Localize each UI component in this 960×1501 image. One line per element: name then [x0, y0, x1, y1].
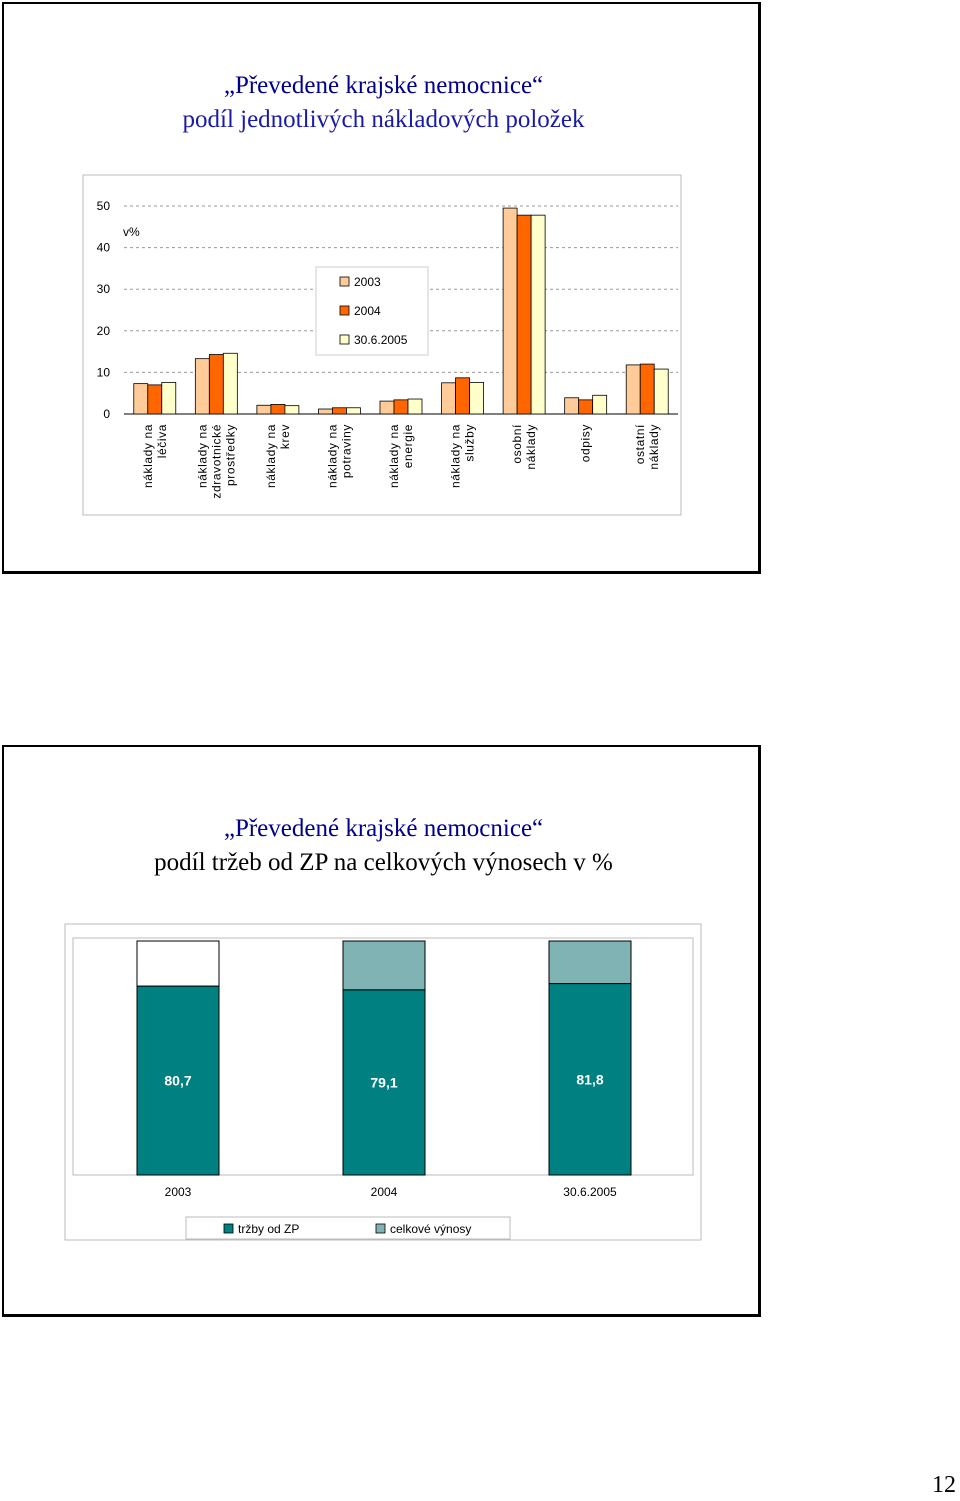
bar-2004-6 [516, 214, 532, 415]
y-tick-label: 0 [103, 407, 110, 421]
bar-30.6.2005-7 [592, 394, 608, 415]
slide-title: „Převedené krajské nemocnice“ [223, 815, 544, 842]
bar-30.6.2005-0 [161, 381, 177, 415]
x-tick-label-line: náklady na [387, 424, 401, 488]
legend-swatch [339, 276, 350, 287]
bar-30.6.2005-4 [407, 398, 423, 415]
bar-trzby-zp-2 [548, 983, 632, 1176]
bar-celkove-vynosy-0 [136, 940, 220, 987]
x-tick-label-line: náklady na [325, 424, 339, 488]
legend-swatch [223, 1223, 234, 1234]
bar-2003-3 [318, 408, 333, 415]
y-tick-label: 10 [97, 365, 111, 379]
x-tick-label-line: osobní [510, 424, 524, 464]
bar-2004-7 [578, 399, 594, 415]
bar-celkove-vynosy-1 [342, 940, 426, 991]
bar-2003-5 [441, 382, 456, 415]
x-tick-label-line: náklady na [264, 424, 278, 488]
slide-subtitle: podíl jednotlivých nákladových položek [182, 106, 585, 133]
bar-2004-2 [270, 404, 286, 415]
y-tick-label: 20 [97, 324, 111, 338]
x-tick-label: náklady na léčiva [141, 424, 169, 488]
y-tick-label: 30 [97, 282, 111, 296]
y-unit-label: v% [123, 225, 140, 239]
x-tick-label-line: energie [401, 424, 415, 468]
x-tick-label-line: služby [463, 424, 477, 462]
legend-label: celkové výnosy [390, 1222, 471, 1236]
bar-2004-1 [208, 354, 224, 415]
x-tick-label-line: náklady na [449, 424, 463, 488]
slide-revenue-share: „Převedené krajské nemocnice“ podíl trže… [2, 745, 761, 1317]
bar-trzby-zp-0 [136, 985, 220, 1176]
bar-30.6.2005-2 [284, 405, 300, 415]
x-tick-label: 2004 [371, 1185, 398, 1199]
legend-label: 30.6.2005 [354, 333, 408, 347]
bar-2003-6 [502, 207, 518, 415]
bar-30.6.2005-6 [530, 214, 546, 415]
x-tick-label: ostatní náklady [633, 424, 661, 470]
x-tick-label-line: prostředky [223, 424, 237, 486]
bar-2004-0 [147, 384, 163, 415]
legend-label: 2003 [354, 275, 381, 289]
x-tick-label: 2003 [165, 1185, 192, 1199]
legend-frame [185, 1216, 511, 1240]
bar-2003-8 [625, 364, 641, 415]
revenue-share-chart: 80,7 79,1 81,8 2003 2004 30.6.2005 tržby od … [64, 923, 702, 1241]
slide-cost-structure: „Převedené krajské nemocnice“ podíl jedn… [2, 2, 761, 574]
bar-30.6.2005-1 [222, 352, 238, 415]
legend-label: tržby od ZP [238, 1222, 299, 1236]
legend-swatch [339, 334, 350, 345]
data-label: 81,8 [576, 1071, 603, 1087]
x-tick-label-line: náklady [647, 424, 661, 470]
bar-2003-2 [256, 404, 272, 415]
y-tick-label: 50 [97, 199, 111, 213]
x-tick-label-line: zdravotnické [209, 424, 223, 499]
bar-2004-8 [639, 363, 655, 415]
bar-2004-4 [393, 399, 409, 415]
bar-2004-5 [455, 377, 470, 415]
bar-2004-3 [332, 407, 347, 415]
x-tick-label-line: náklady na [195, 424, 209, 488]
x-tick-label: odpisy [579, 424, 593, 462]
x-tick-label: náklady na zdravotnické prostředky [195, 424, 237, 499]
slide-title: „Převedené krajské nemocnice“ [223, 72, 544, 99]
legend: 2003 2004 30.6.2005 [315, 266, 429, 356]
legend: tržby od ZP celkové výnosy [185, 1216, 511, 1240]
slide-subtitle: podíl tržeb od ZP na celkových výnosech … [154, 849, 613, 876]
legend-swatch [339, 305, 350, 316]
bar-celkove-vynosy-2 [548, 940, 632, 985]
x-tick-label-line: potraviny [339, 424, 353, 478]
x-tick-label: náklady na energie [387, 424, 415, 488]
x-tick-label-line: léčiva [155, 424, 169, 458]
legend-frame [315, 266, 429, 356]
x-tick-label: náklady na krev [264, 424, 292, 488]
data-label: 79,1 [370, 1074, 397, 1090]
bar-30.6.2005-3 [346, 407, 361, 415]
y-tick-label: 40 [97, 241, 111, 255]
bar-2003-4 [379, 400, 395, 415]
x-tick-label-line: ostatní [633, 424, 647, 464]
x-tick-label: osobní náklady [510, 424, 538, 470]
bar-trzby-zp-1 [342, 989, 426, 1176]
x-tick-label: náklady na potraviny [325, 424, 353, 488]
x-tick-label: 30.6.2005 [563, 1185, 617, 1199]
x-tick-label-line: náklady na [141, 424, 155, 488]
bar-30.6.2005-5 [469, 381, 484, 415]
legend-swatch [375, 1223, 386, 1234]
bar-2003-0 [133, 383, 149, 415]
x-tick-label-line: krev [278, 424, 292, 449]
x-tick-label-line: odpisy [579, 424, 593, 462]
bar-2003-7 [564, 397, 580, 415]
bar-2003-1 [194, 358, 210, 415]
legend-label: 2004 [354, 304, 381, 318]
x-tick-label: náklady na služby [449, 424, 477, 488]
bar-30.6.2005-8 [653, 368, 669, 415]
data-label: 80,7 [164, 1073, 191, 1089]
x-tick-label-line: náklady [524, 424, 538, 470]
page-number: 12 [932, 1472, 956, 1498]
